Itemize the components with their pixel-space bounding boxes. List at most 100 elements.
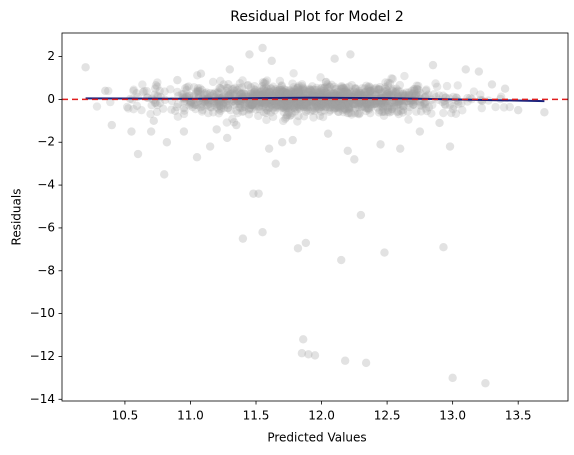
scatter-point [271, 87, 280, 96]
scatter-point [246, 83, 256, 92]
scatter-point [224, 80, 233, 89]
scatter-point [319, 88, 328, 98]
scatter-point [222, 100, 231, 109]
scatter-point [216, 76, 225, 85]
scatter-point [334, 103, 343, 112]
scatter-point [429, 90, 439, 99]
scatter-point [281, 104, 290, 114]
scatter-point [209, 90, 218, 99]
scatter-point [336, 100, 345, 110]
scatter-point [290, 85, 299, 94]
scatter-point [235, 100, 245, 109]
scatter-point [303, 87, 313, 97]
scatter-point [167, 105, 176, 114]
scatter-point [279, 100, 289, 109]
scatter-point [256, 90, 266, 100]
scatter-point [384, 89, 394, 98]
scatter-point [415, 91, 424, 100]
scatter-point [177, 89, 186, 99]
scatter-point [312, 102, 321, 111]
scatter-point [261, 98, 271, 108]
x-tick-label: 12.0 [308, 409, 335, 423]
scatter-point [195, 84, 205, 93]
scatter-point [332, 84, 341, 93]
scatter-point [247, 100, 257, 110]
scatter-point [273, 100, 282, 110]
scatter-point [353, 109, 362, 118]
scatter-point [329, 89, 339, 98]
scatter-point [232, 86, 242, 95]
scatter-point [281, 98, 291, 107]
scatter-point [334, 107, 343, 117]
scatter-point [333, 101, 342, 111]
scatter-point [275, 84, 285, 93]
scatter-point [279, 100, 289, 110]
scatter-point [342, 83, 351, 92]
scatter-point [241, 90, 251, 99]
scatter-point [277, 85, 287, 95]
scatter-point [341, 87, 350, 97]
scatter-point [280, 114, 290, 123]
scatter-point [281, 100, 290, 109]
scatter-point [383, 81, 393, 90]
scatter-point [324, 107, 334, 117]
scatter-point [254, 101, 264, 111]
outlier-point [101, 86, 110, 96]
y-tick-label: 0 [47, 92, 55, 106]
scatter-point [279, 103, 289, 113]
scatter-point [382, 86, 391, 96]
outlier-point [415, 127, 425, 136]
scatter-point [441, 100, 450, 110]
outlier-point [293, 244, 303, 253]
scatter-point [341, 86, 350, 95]
scatter-point [407, 89, 417, 99]
scatter-point [287, 108, 296, 118]
scatter-point [377, 99, 386, 108]
scatter-point [309, 113, 318, 122]
scatter-point [333, 100, 343, 110]
scatter-point [231, 99, 241, 108]
scatter-point [279, 98, 288, 108]
scatter-point [344, 98, 353, 107]
scatter-point [306, 107, 315, 116]
scatter-point [235, 99, 244, 109]
scatter-point [302, 102, 311, 111]
scatter-point [275, 89, 284, 98]
scatter-point [308, 82, 317, 91]
scatter-point [140, 87, 149, 96]
scatter-point [300, 87, 310, 96]
scatter-point [214, 98, 223, 107]
scatter-point [231, 89, 241, 99]
scatter-point [408, 100, 417, 110]
scatter-point [337, 101, 346, 111]
scatter-point [243, 81, 252, 90]
scatter-point [416, 107, 426, 116]
scatter-point [344, 108, 354, 118]
scatter-point [375, 85, 384, 94]
scatter-point [249, 100, 258, 109]
scatter-point [261, 79, 270, 88]
scatter-point [236, 90, 245, 99]
scatter-point [362, 98, 371, 107]
scatter-point [409, 88, 419, 98]
scatter-point [202, 90, 212, 99]
scatter-point [278, 103, 287, 113]
scatter-point [343, 99, 353, 108]
scatter-point [369, 85, 378, 95]
scatter-point [295, 98, 305, 108]
scatter-point [310, 85, 319, 95]
scatter-point [277, 88, 286, 98]
scatter-point [428, 100, 437, 110]
scatter-point [320, 84, 329, 93]
scatter-point [278, 102, 288, 112]
scatter-point [296, 86, 305, 95]
scatter-point [188, 102, 197, 112]
scatter-point [383, 105, 393, 115]
scatter-point [233, 108, 242, 118]
scatter-point [339, 87, 349, 97]
outlier-point [448, 373, 457, 383]
scatter-point [245, 103, 254, 113]
scatter-point [279, 87, 288, 96]
scatter-point [339, 107, 348, 117]
scatter-point [366, 86, 375, 96]
